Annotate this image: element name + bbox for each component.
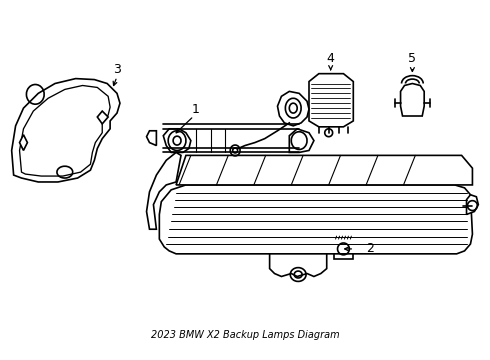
Polygon shape bbox=[98, 111, 108, 124]
Text: 4: 4 bbox=[327, 53, 335, 66]
Text: 3: 3 bbox=[113, 63, 121, 76]
Polygon shape bbox=[20, 85, 110, 176]
Polygon shape bbox=[163, 129, 191, 152]
Polygon shape bbox=[466, 195, 478, 215]
Polygon shape bbox=[12, 78, 120, 182]
Polygon shape bbox=[147, 131, 156, 145]
Polygon shape bbox=[159, 185, 472, 254]
Text: 5: 5 bbox=[408, 53, 416, 66]
Polygon shape bbox=[334, 239, 353, 259]
Text: 2023 BMW X2 Backup Lamps Diagram: 2023 BMW X2 Backup Lamps Diagram bbox=[151, 329, 339, 339]
Polygon shape bbox=[147, 152, 181, 229]
Polygon shape bbox=[400, 84, 424, 116]
Text: 2: 2 bbox=[366, 242, 374, 255]
Text: 1: 1 bbox=[192, 103, 200, 116]
Polygon shape bbox=[270, 254, 327, 276]
Polygon shape bbox=[289, 129, 314, 152]
Polygon shape bbox=[309, 74, 353, 127]
Polygon shape bbox=[277, 91, 309, 126]
Polygon shape bbox=[20, 135, 27, 150]
Polygon shape bbox=[176, 156, 472, 185]
